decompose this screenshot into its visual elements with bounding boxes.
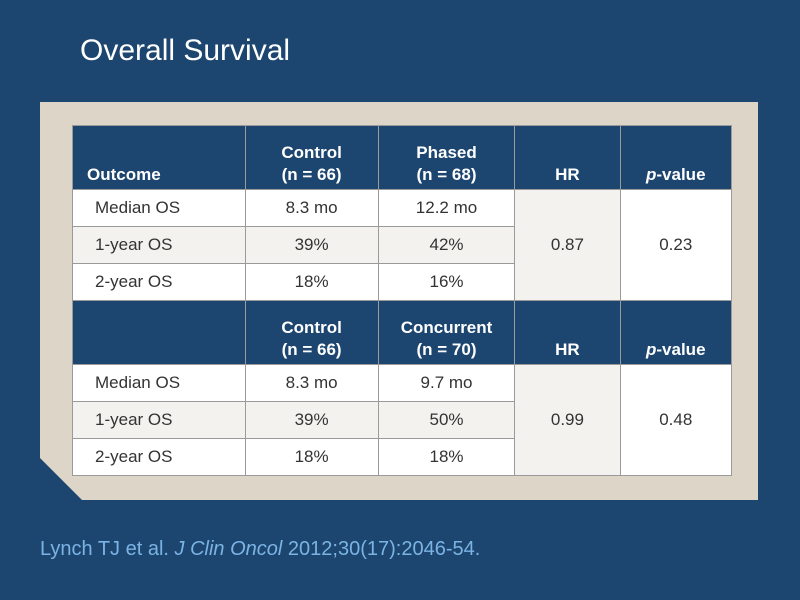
- concurrent-value: 50%: [378, 402, 515, 439]
- header-blank: [73, 301, 246, 365]
- p-suffix: -value: [656, 340, 705, 359]
- control-value: 39%: [245, 402, 378, 439]
- row-label: Median OS: [73, 365, 246, 402]
- header-phased-label: Phased: [416, 143, 476, 162]
- phased-value: 16%: [378, 264, 515, 301]
- header-control: Control (n = 66): [245, 301, 378, 365]
- p-value: 0.23: [620, 190, 731, 301]
- header-control: Control (n = 66): [245, 126, 378, 190]
- control-value: 18%: [245, 439, 378, 476]
- header-phased-n: (n = 68): [417, 165, 477, 184]
- table-row: Median OS 8.3 mo 9.7 mo 0.99 0.48: [73, 365, 732, 402]
- phased-value: 12.2 mo: [378, 190, 515, 227]
- p-suffix: -value: [656, 165, 705, 184]
- citation-authors: Lynch TJ et al.: [40, 538, 169, 560]
- table-header-row-phased: Outcome Control (n = 66) Phased (n = 68)…: [73, 126, 732, 190]
- control-value: 8.3 mo: [245, 365, 378, 402]
- header-control-n: (n = 66): [282, 165, 342, 184]
- phased-value: 42%: [378, 227, 515, 264]
- header-hr: HR: [515, 301, 620, 365]
- hr-value: 0.99: [515, 365, 620, 476]
- header-hr: HR: [515, 126, 620, 190]
- survival-table: Outcome Control (n = 66) Phased (n = 68)…: [72, 125, 732, 476]
- header-concurrent-label: Concurrent: [401, 318, 493, 337]
- header-control-label: Control: [281, 318, 341, 337]
- citation: Lynch TJ et al. J Clin Oncol 2012;30(17)…: [40, 538, 480, 561]
- citation-journal: J Clin Oncol: [175, 538, 283, 560]
- header-control-n: (n = 66): [282, 340, 342, 359]
- p-italic: p: [646, 165, 656, 184]
- concurrent-value: 18%: [378, 439, 515, 476]
- hr-value: 0.87: [515, 190, 620, 301]
- control-value: 18%: [245, 264, 378, 301]
- slide-title: Overall Survival: [80, 34, 290, 68]
- control-value: 39%: [245, 227, 378, 264]
- row-label: 2-year OS: [73, 439, 246, 476]
- row-label: 1-year OS: [73, 402, 246, 439]
- p-italic: p: [646, 340, 656, 359]
- citation-details: 2012;30(17):2046-54.: [288, 538, 480, 560]
- p-value: 0.48: [620, 365, 731, 476]
- header-outcome: Outcome: [73, 126, 246, 190]
- header-concurrent: Concurrent (n = 70): [378, 301, 515, 365]
- row-label: Median OS: [73, 190, 246, 227]
- header-p-value: p-value: [620, 126, 731, 190]
- header-phased: Phased (n = 68): [378, 126, 515, 190]
- header-control-label: Control: [281, 143, 341, 162]
- table-header-row-concurrent: Control (n = 66) Concurrent (n = 70) HR …: [73, 301, 732, 365]
- control-value: 8.3 mo: [245, 190, 378, 227]
- header-p-value: p-value: [620, 301, 731, 365]
- concurrent-value: 9.7 mo: [378, 365, 515, 402]
- table-row: Median OS 8.3 mo 12.2 mo 0.87 0.23: [73, 190, 732, 227]
- row-label: 1-year OS: [73, 227, 246, 264]
- header-concurrent-n: (n = 70): [417, 340, 477, 359]
- row-label: 2-year OS: [73, 264, 246, 301]
